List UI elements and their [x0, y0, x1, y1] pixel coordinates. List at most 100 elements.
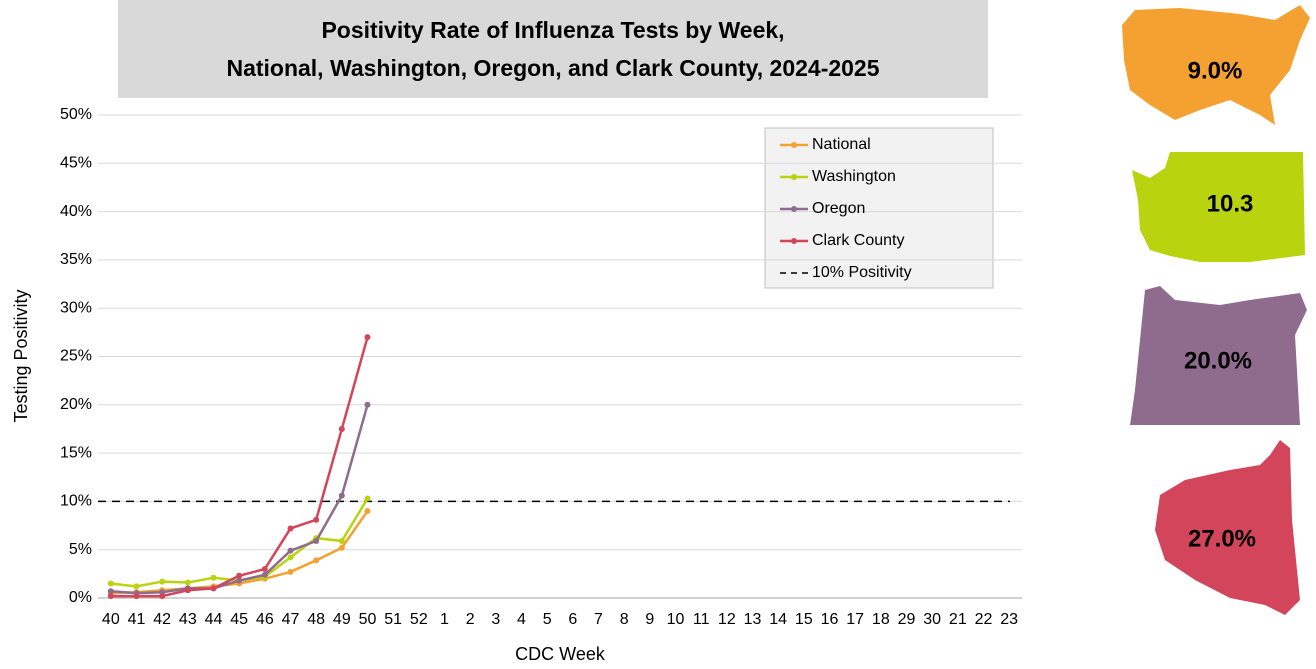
chart-title: Positivity Rate of Influenza Tests by We…	[321, 17, 784, 43]
us-map	[1122, 5, 1310, 125]
x-tick-label: 16	[821, 611, 839, 628]
legend-label: Clark County	[812, 232, 904, 249]
x-tick-label: 29	[898, 611, 916, 628]
x-tick-label: 5	[543, 611, 552, 628]
y-tick-label: 40%	[60, 203, 92, 220]
x-tick-label: 46	[256, 611, 274, 628]
x-tick-label: 15	[795, 611, 813, 628]
data-point	[338, 425, 345, 432]
x-tick-label: 41	[128, 611, 146, 628]
x-tick-label: 1	[440, 611, 449, 628]
legend-marker	[791, 206, 797, 212]
y-tick-label: 50%	[60, 106, 92, 123]
legend-label: Oregon	[812, 200, 865, 217]
data-point	[364, 508, 371, 515]
data-point	[261, 566, 268, 573]
badge-label: 10.3	[1207, 190, 1254, 217]
x-tick-label: 42	[153, 611, 171, 628]
x-tick-label: 49	[333, 611, 351, 628]
x-tick-label: 2	[466, 611, 475, 628]
x-tick-label: 45	[230, 611, 248, 628]
y-axis-label: Testing Positivity	[11, 289, 31, 422]
clark-county-map	[1155, 440, 1300, 615]
x-tick-label: 40	[102, 611, 120, 628]
y-tick-label: 20%	[60, 396, 92, 413]
data-point	[159, 593, 166, 600]
x-tick-label: 11	[693, 611, 710, 628]
data-point	[338, 544, 345, 551]
data-point	[236, 577, 243, 584]
badge-label: 20.0%	[1184, 347, 1252, 374]
data-point	[338, 538, 345, 545]
x-tick-label: 17	[846, 611, 864, 628]
data-point	[313, 538, 320, 545]
y-tick-label: 15%	[60, 444, 92, 461]
data-point	[184, 587, 191, 594]
data-point	[184, 579, 191, 586]
x-tick-label: 18	[872, 611, 890, 628]
data-point	[287, 525, 294, 532]
legend-marker	[791, 142, 797, 148]
badge-label: 9.0%	[1188, 57, 1243, 84]
series-line	[110, 404, 369, 595]
x-tick-label: 13	[744, 611, 762, 628]
data-point	[287, 554, 294, 561]
data-point	[159, 578, 166, 585]
y-tick-label: 35%	[60, 251, 92, 268]
data-point	[364, 495, 371, 502]
data-point	[133, 583, 140, 590]
y-tick-label: 10%	[60, 493, 92, 510]
legend-label: 10% Positivity	[812, 264, 912, 281]
x-tick-label: 7	[594, 611, 603, 628]
legend-marker	[791, 238, 797, 244]
data-point	[107, 580, 114, 587]
x-tick-label: 47	[282, 611, 300, 628]
data-point	[107, 588, 114, 595]
oregon-map	[1130, 286, 1307, 425]
x-tick-label: 48	[307, 611, 325, 628]
data-point	[338, 492, 345, 499]
data-point	[133, 593, 140, 600]
x-tick-label: 23	[1000, 611, 1018, 628]
x-tick-label: 9	[645, 611, 654, 628]
x-tick-label: 21	[949, 611, 967, 628]
x-tick-label: 44	[205, 611, 223, 628]
data-point	[287, 547, 294, 554]
data-point	[364, 401, 371, 408]
x-axis-label: CDC Week	[515, 644, 606, 664]
x-tick-label: 22	[975, 611, 993, 628]
x-tick-label: 43	[179, 611, 197, 628]
data-point	[364, 334, 371, 341]
x-tick-label: 3	[491, 611, 500, 628]
data-point	[313, 516, 320, 523]
chart-subtitle: National, Washington, Oregon, and Clark …	[226, 55, 879, 81]
x-tick-label: 30	[923, 611, 941, 628]
x-tick-label: 51	[384, 611, 402, 628]
badge-label: 27.0%	[1188, 525, 1256, 552]
y-tick-label: 5%	[69, 541, 92, 558]
data-point	[313, 557, 320, 564]
y-tick-label: 30%	[60, 299, 92, 316]
data-point	[210, 585, 217, 592]
x-tick-label: 12	[718, 611, 736, 628]
x-tick-label: 10	[667, 611, 685, 628]
title-box	[118, 0, 988, 98]
data-point	[210, 574, 217, 581]
y-tick-label: 25%	[60, 348, 92, 365]
data-point	[236, 572, 243, 579]
x-tick-label: 14	[769, 611, 787, 628]
series-line	[110, 336, 369, 598]
data-point	[287, 568, 294, 575]
legend-label: Washington	[812, 168, 896, 185]
data-point	[107, 593, 114, 600]
x-tick-label: 4	[517, 611, 526, 628]
x-tick-label: 50	[359, 611, 377, 628]
data-point	[261, 571, 268, 578]
legend-marker	[791, 174, 797, 180]
washington-map	[1132, 152, 1305, 262]
x-tick-label: 8	[620, 611, 629, 628]
legend-label: National	[812, 136, 871, 153]
y-tick-label: 0%	[69, 589, 92, 606]
x-tick-label: 52	[410, 611, 428, 628]
